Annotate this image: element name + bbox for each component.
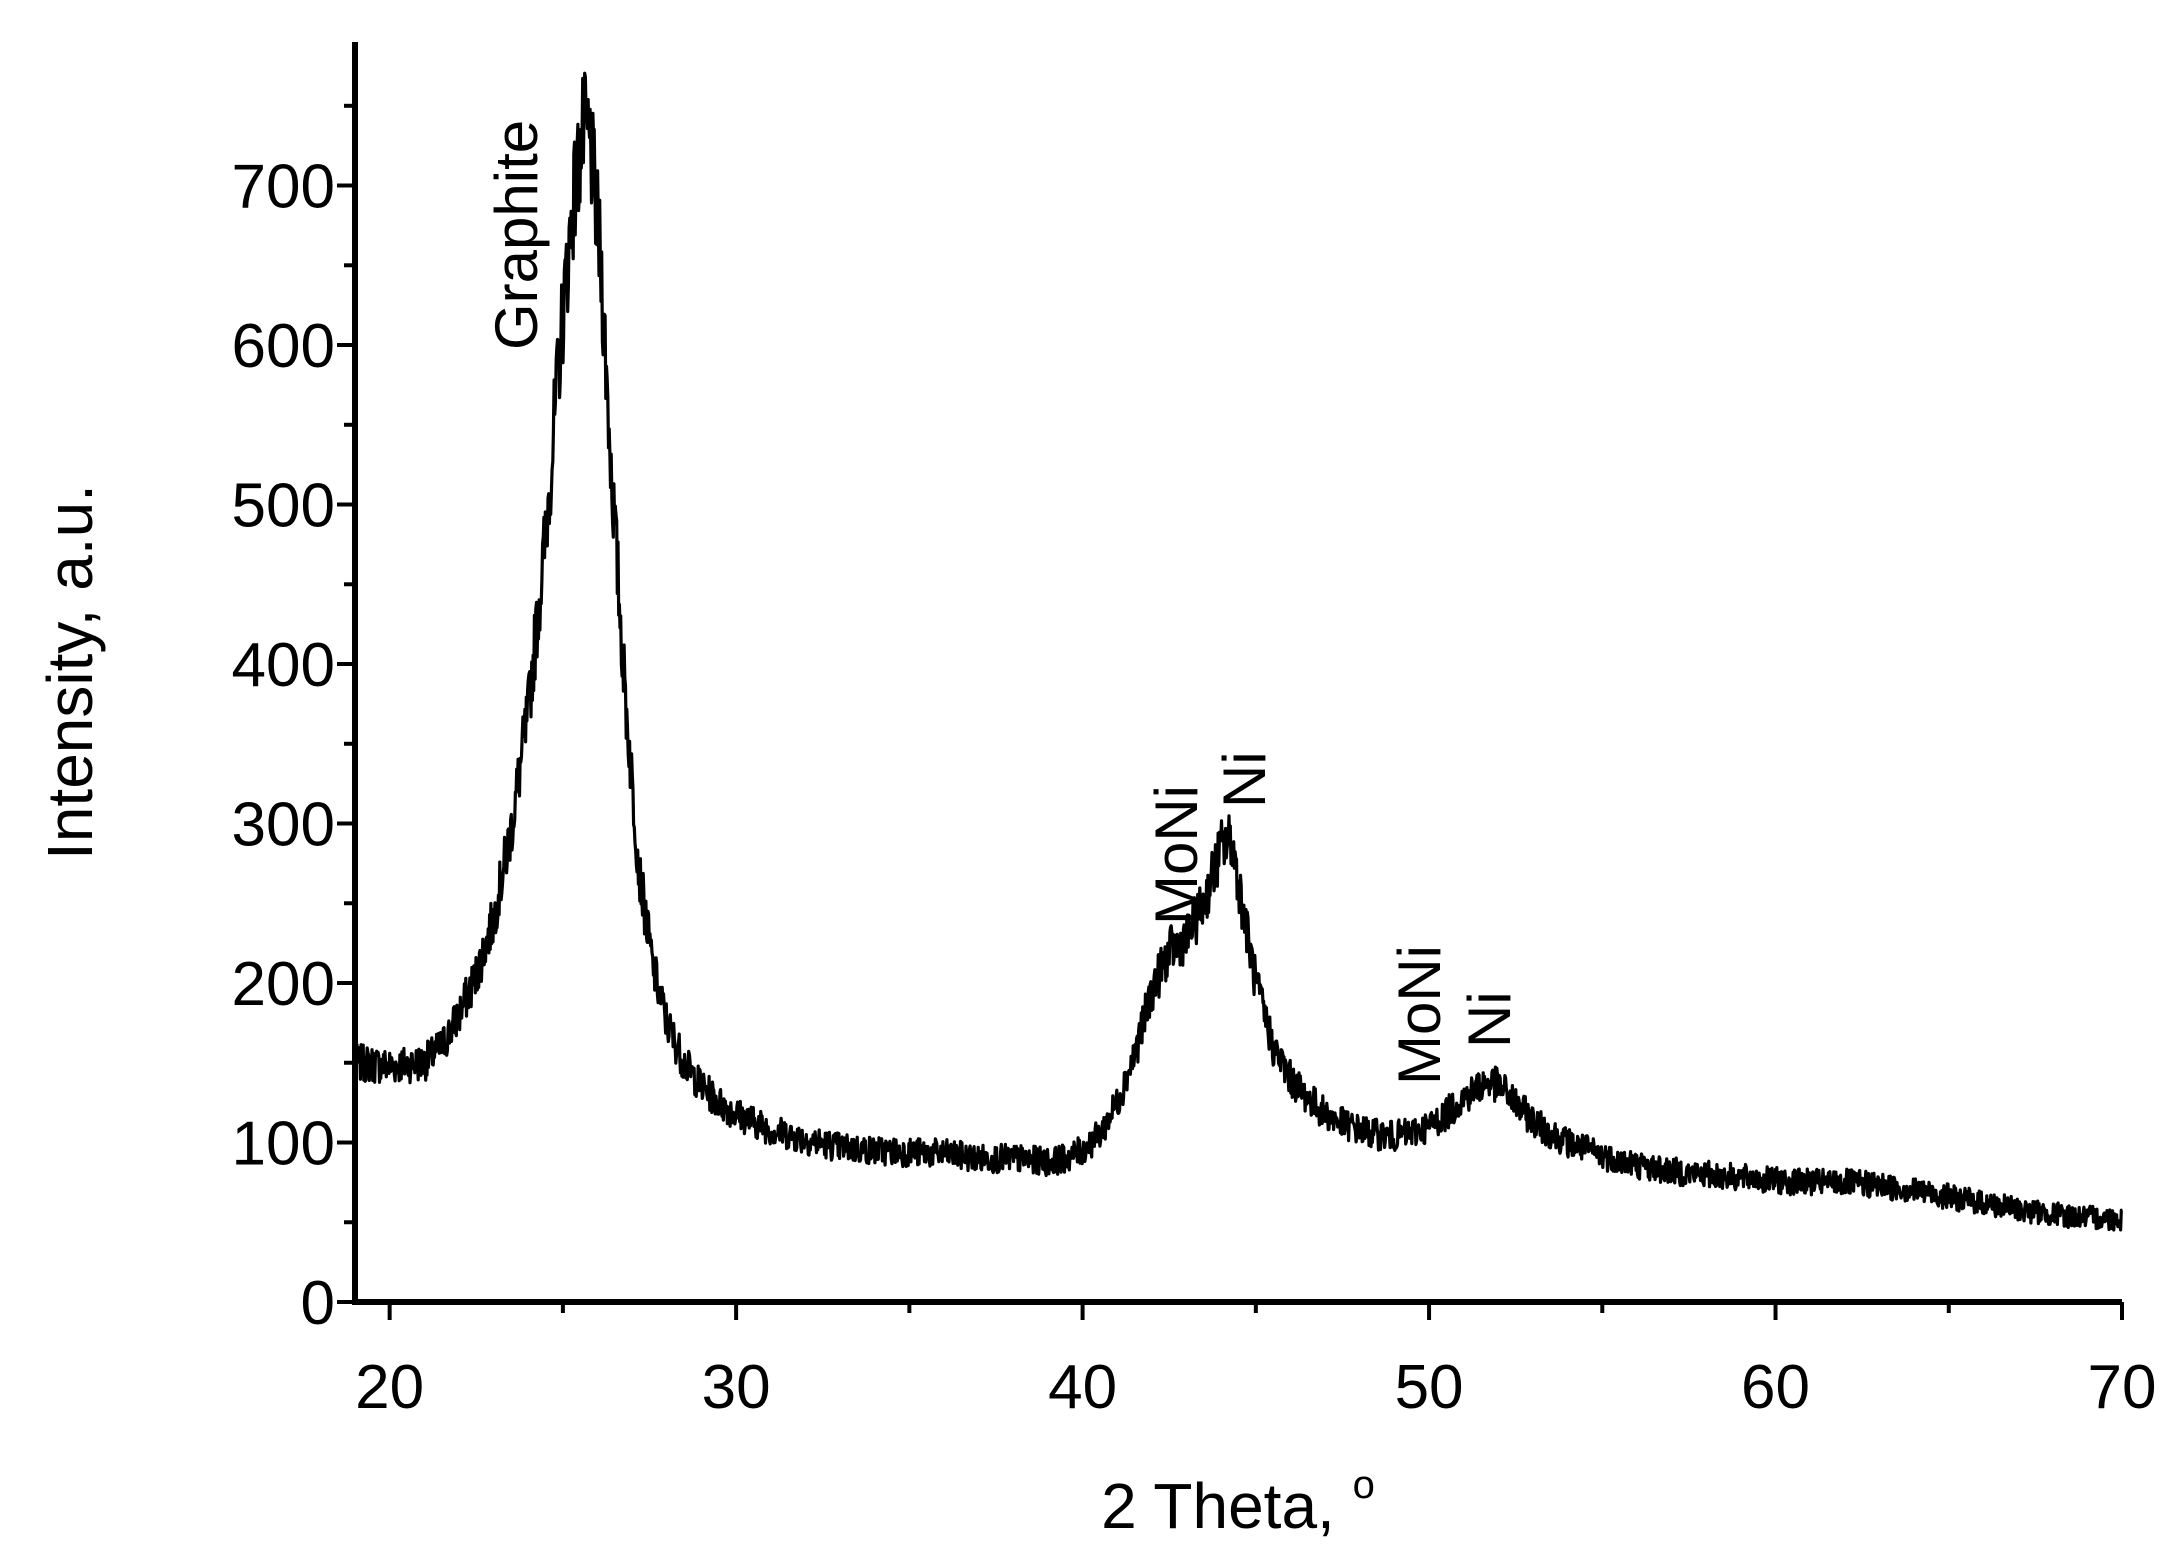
degree-symbol: o: [1353, 1463, 1375, 1507]
y-tick-label: 100: [232, 1110, 335, 1179]
peak-label: Ni: [1211, 751, 1278, 808]
x-tick-label: 30: [702, 1353, 771, 1422]
x-tick-label: 50: [1395, 1353, 1464, 1422]
x-tick-label: 60: [1741, 1353, 1810, 1422]
y-tick-label: 400: [232, 631, 335, 700]
y-tick-label: 500: [232, 472, 335, 541]
peak-label: Graphite: [483, 120, 550, 350]
x-tick-label: 20: [355, 1353, 424, 1422]
y-tick-label: 600: [232, 312, 335, 381]
x-axis-title-text: 2 Theta,: [1101, 1470, 1352, 1542]
y-ticks: [337, 103, 355, 1304]
y-tick-labels: 0 100 200 300 400 500 600 700: [232, 153, 335, 1338]
x-ticks: [387, 1302, 2124, 1320]
axes: [352, 42, 2122, 1305]
y-tick-label: 300: [232, 791, 335, 860]
y-tick-label: 200: [232, 950, 335, 1019]
y-tick-label: 0: [301, 1269, 335, 1338]
x-axis-title: 2 Theta, o: [1101, 1463, 1375, 1542]
x-tick-label: 70: [2088, 1353, 2157, 1422]
x-tick-labels: 20 30 40 50 60 70: [355, 1353, 2156, 1422]
series-line: [353, 71, 2123, 1232]
x-tick-label: 40: [1048, 1353, 1117, 1422]
y-tick-label: 700: [232, 153, 335, 222]
peak-label: MoNi: [1386, 945, 1453, 1085]
y-axis-title: Intensity, a.u.: [34, 484, 106, 860]
peak-label: Ni: [1456, 991, 1523, 1048]
peak-label: MoNi: [1143, 785, 1210, 925]
